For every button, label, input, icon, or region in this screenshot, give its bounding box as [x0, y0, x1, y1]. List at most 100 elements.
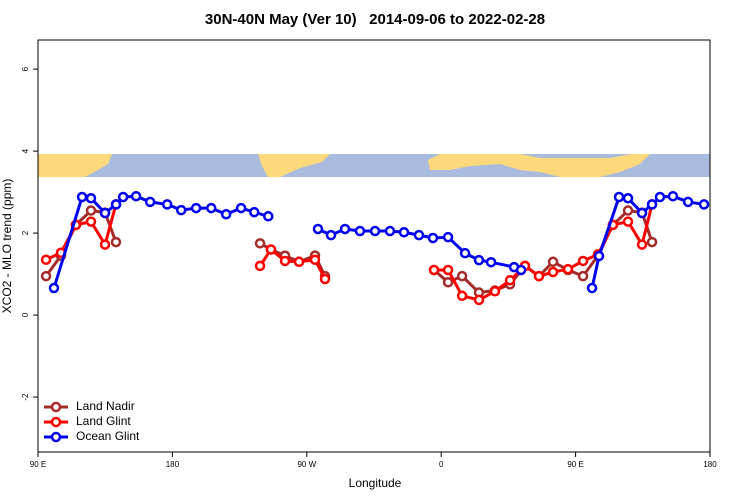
x-tick-label: 90 E	[30, 460, 46, 469]
series-line	[44, 209, 654, 295]
data-point	[398, 227, 410, 238]
data-point	[309, 254, 321, 265]
data-point	[547, 256, 559, 268]
data-point	[190, 202, 202, 214]
data-point	[613, 191, 625, 203]
data-point	[319, 273, 331, 285]
y-tick-label: 0	[21, 312, 30, 317]
data-point	[40, 270, 52, 282]
data-point	[354, 225, 366, 237]
data-point	[99, 239, 111, 250]
x-tick-label: 180	[703, 460, 717, 469]
map-strip	[38, 154, 710, 177]
data-point	[489, 286, 501, 297]
y-axis-label: XCO2 - MLO trend (ppm)	[0, 179, 14, 314]
data-point	[636, 239, 648, 250]
data-point	[622, 192, 634, 204]
data-point	[110, 199, 122, 210]
data-point	[485, 256, 497, 268]
y-tick-label: -2	[21, 393, 30, 401]
data-point	[636, 207, 648, 219]
data-point	[254, 238, 266, 249]
data-point	[339, 223, 351, 235]
legend-label: Land Nadir	[76, 399, 135, 413]
data-point	[473, 294, 485, 306]
data-point	[547, 266, 559, 278]
land	[38, 154, 112, 177]
x-tick-label: 90 E	[567, 460, 583, 469]
data-point	[646, 236, 658, 248]
data-point	[110, 236, 122, 248]
data-point	[279, 255, 291, 267]
data-point	[698, 199, 710, 210]
data-point	[456, 290, 468, 302]
data-point	[144, 196, 156, 208]
data-point	[427, 232, 439, 244]
x-tick-label: 180	[166, 460, 180, 469]
data-point	[562, 263, 574, 275]
data-point	[235, 202, 247, 214]
legend-marker	[50, 401, 62, 413]
data-point	[130, 190, 142, 202]
data-point	[442, 264, 454, 276]
legend-marker	[50, 431, 62, 443]
data-point	[533, 270, 545, 282]
series-line	[52, 194, 705, 289]
data-point	[456, 270, 468, 282]
data-point	[442, 231, 454, 243]
land	[428, 154, 650, 177]
data-point	[99, 207, 111, 219]
x-axis-label: Longitude	[349, 476, 402, 490]
data-point	[413, 229, 425, 241]
data-point	[175, 204, 187, 216]
data-point	[667, 190, 679, 202]
x-tick-label: 0	[439, 460, 444, 469]
data-point	[161, 199, 173, 210]
data-point	[622, 205, 634, 216]
data-point	[577, 255, 589, 267]
data-point	[622, 216, 634, 227]
data-point	[459, 247, 471, 259]
data-point	[117, 191, 129, 203]
data-point	[515, 264, 527, 276]
data-point	[263, 211, 274, 222]
data-point	[85, 192, 97, 204]
data-point	[428, 264, 440, 276]
data-point	[220, 208, 232, 220]
data-point	[293, 256, 305, 268]
data-point	[473, 254, 485, 266]
data-point	[325, 229, 337, 241]
data-point	[254, 260, 266, 272]
data-point	[265, 244, 277, 255]
y-tick-label: 4	[21, 148, 30, 153]
data-point	[85, 205, 97, 216]
land	[258, 154, 330, 177]
data-point	[504, 274, 516, 286]
plot-frame	[37, 39, 711, 453]
data-point	[40, 254, 52, 265]
data-point	[442, 277, 454, 288]
y-tick-label: 6	[21, 66, 30, 71]
x-tick-label: 90 W	[297, 460, 316, 469]
data-point	[654, 191, 666, 203]
data-point	[384, 225, 396, 237]
data-point	[76, 191, 88, 203]
y-tick-label: 2	[21, 230, 30, 235]
data-point	[85, 216, 97, 227]
legend-label: Ocean Glint	[76, 429, 140, 443]
data-point	[586, 282, 598, 294]
data-point	[593, 250, 605, 262]
data-point	[646, 199, 658, 210]
data-point	[682, 196, 694, 208]
data-point	[248, 206, 260, 218]
legend-marker	[50, 416, 62, 428]
legend-label: Land Glint	[76, 414, 131, 428]
data-point	[205, 202, 217, 214]
data-point	[48, 282, 60, 294]
data-point	[577, 270, 589, 282]
data-point	[312, 223, 324, 235]
series-line	[45, 203, 654, 302]
chart-title: 30N-40N May (Ver 10) 2014-09-06 to 2022-…	[205, 11, 545, 28]
data-point	[369, 225, 381, 237]
